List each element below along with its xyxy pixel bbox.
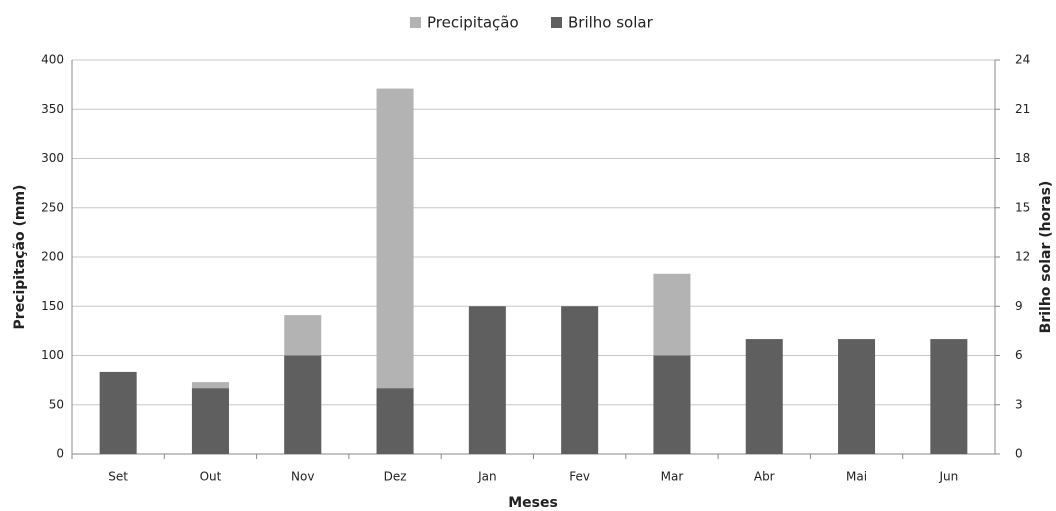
- x-tick-label: Abr: [754, 470, 775, 484]
- y-axis-title: Precipitação (mm): [12, 185, 28, 330]
- bar: [191, 388, 229, 454]
- bar: [99, 371, 137, 454]
- legend-swatch: [410, 17, 421, 28]
- y2-axis-title: Brilho solar (horas): [1038, 181, 1054, 334]
- legend-label: Brilho solar: [568, 14, 654, 32]
- y2-tick-label: 0: [1015, 447, 1023, 461]
- y2-tick-label: 15: [1015, 200, 1030, 214]
- x-tick-label: Jun: [938, 470, 958, 484]
- y2-tick-label: 9: [1015, 299, 1023, 313]
- x-tick-label: Mar: [661, 470, 684, 484]
- y-tick-label: 50: [49, 397, 64, 411]
- x-tick-label: Fev: [569, 470, 590, 484]
- x-axis-title: Meses: [508, 495, 558, 511]
- bar: [376, 388, 414, 454]
- legend-label: Precipitação: [427, 14, 519, 32]
- y-tick-label: 0: [56, 447, 64, 461]
- bar: [653, 355, 691, 454]
- y2-tick-label: 21: [1015, 102, 1030, 116]
- bar: [468, 306, 506, 454]
- x-tick-label: Mai: [846, 470, 867, 484]
- y-tick-label: 150: [41, 299, 64, 313]
- y-tick-label: 300: [41, 151, 64, 165]
- y-tick-label: 400: [41, 53, 64, 67]
- x-tick-label: Set: [108, 470, 128, 484]
- bar: [561, 306, 599, 454]
- y2-tick-label: 12: [1015, 250, 1030, 264]
- y2-tick-label: 6: [1015, 348, 1023, 362]
- y2-tick-label: 3: [1015, 397, 1023, 411]
- bar: [284, 355, 322, 454]
- bar: [838, 339, 876, 454]
- x-tick-label: Jan: [477, 470, 497, 484]
- x-tick-label: Out: [200, 470, 222, 484]
- y2-tick-label: 18: [1015, 151, 1030, 165]
- legend-swatch: [551, 17, 562, 28]
- y-tick-label: 200: [41, 250, 64, 264]
- y-tick-label: 350: [41, 102, 64, 116]
- bar: [745, 339, 783, 454]
- bar: [930, 339, 968, 454]
- y2-tick-label: 24: [1015, 53, 1030, 67]
- y-tick-label: 250: [41, 200, 64, 214]
- y-tick-label: 100: [41, 348, 64, 362]
- x-tick-label: Nov: [291, 470, 314, 484]
- x-tick-label: Dez: [384, 470, 407, 484]
